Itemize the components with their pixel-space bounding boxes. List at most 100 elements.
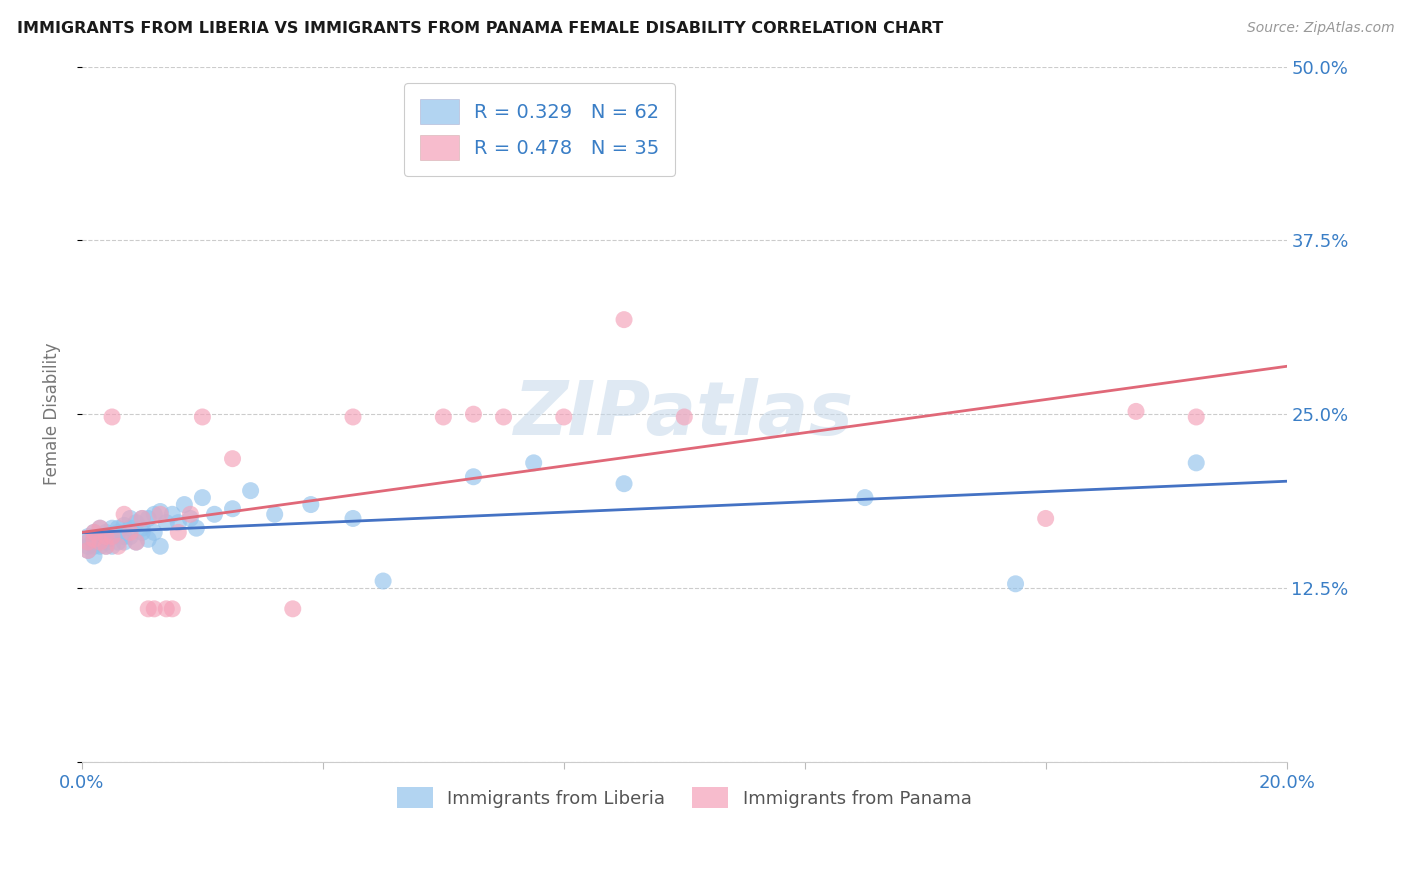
Point (107, 539, 129, 553)
Text: IMMIGRANTS FROM LIBERIA VS IMMIGRANTS FROM PANAMA FEMALE DISABILITY CORRELATION : IMMIGRANTS FROM LIBERIA VS IMMIGRANTS FR… (17, 21, 943, 36)
Point (179, 508, 201, 522)
Point (167, 525, 190, 540)
Point (136, 511, 159, 525)
Point (186, 521, 208, 535)
Text: ZIPatlas: ZIPatlas (515, 377, 855, 450)
Point (89, 535, 111, 549)
Point (853, 491, 876, 505)
Point (136, 533, 159, 547)
Text: Source: ZipAtlas.com: Source: ZipAtlas.com (1247, 21, 1395, 35)
Point (155, 516, 177, 530)
Point (83, 533, 105, 547)
Point (143, 508, 166, 522)
Point (107, 525, 129, 540)
Point (107, 535, 129, 549)
Point (239, 483, 262, 498)
Point (77, 543, 100, 558)
Legend: Immigrants from Liberia, Immigrants from Panama: Immigrants from Liberia, Immigrants from… (389, 780, 979, 815)
Point (263, 508, 285, 522)
Point (371, 574, 394, 588)
Point (101, 529, 124, 543)
Point (94, 535, 117, 549)
Point (89, 521, 111, 535)
Point (1185, 409, 1208, 424)
Point (112, 508, 135, 522)
Point (101, 409, 124, 424)
Point (83, 525, 105, 540)
Point (83, 539, 105, 553)
Point (523, 456, 546, 470)
Point (131, 511, 153, 525)
Point (179, 511, 201, 525)
Point (77, 535, 100, 549)
Point (83, 535, 105, 549)
Point (136, 602, 159, 616)
Point (112, 535, 135, 549)
Point (613, 476, 636, 491)
Point (131, 521, 153, 535)
Point (94, 539, 117, 553)
Point (107, 521, 129, 535)
Point (167, 516, 190, 530)
Point (94, 525, 117, 540)
Point (89, 535, 111, 549)
Point (83, 533, 105, 547)
Point (162, 508, 184, 522)
Point (120, 525, 142, 540)
Point (173, 498, 195, 512)
Point (342, 511, 364, 525)
Point (120, 521, 142, 535)
Point (432, 409, 454, 424)
Point (342, 409, 364, 424)
Y-axis label: Female Disability: Female Disability (44, 343, 60, 485)
Point (281, 602, 304, 616)
Point (89, 529, 111, 543)
Point (1125, 404, 1147, 418)
Point (77, 539, 100, 553)
Point (89, 533, 111, 547)
Point (101, 529, 124, 543)
Point (125, 535, 148, 549)
Point (463, 407, 485, 421)
Point (149, 508, 172, 522)
Point (155, 602, 177, 616)
Point (131, 525, 153, 540)
Point (83, 549, 105, 563)
Point (89, 521, 111, 535)
Point (77, 543, 100, 558)
Point (120, 511, 142, 525)
Point (1185, 456, 1208, 470)
Point (204, 508, 226, 522)
Point (83, 525, 105, 540)
Point (191, 409, 214, 424)
Point (94, 533, 117, 547)
Point (125, 535, 148, 549)
Point (89, 539, 111, 553)
Point (101, 521, 124, 535)
Point (143, 525, 166, 540)
Point (120, 529, 142, 543)
Point (101, 539, 124, 553)
Point (94, 529, 117, 543)
Point (221, 451, 243, 466)
Point (125, 516, 148, 530)
Point (77, 535, 100, 549)
Point (162, 602, 184, 616)
Point (299, 498, 322, 512)
Point (131, 511, 153, 525)
Point (77, 529, 100, 543)
Point (149, 539, 172, 553)
Point (673, 409, 696, 424)
Point (94, 539, 117, 553)
Point (221, 501, 243, 516)
Point (101, 529, 124, 543)
Point (553, 409, 575, 424)
Point (191, 491, 214, 505)
Point (149, 504, 172, 518)
Point (143, 602, 166, 616)
Point (1004, 576, 1026, 591)
Point (463, 469, 485, 483)
Point (112, 529, 135, 543)
Point (613, 312, 636, 326)
Point (1035, 511, 1057, 525)
